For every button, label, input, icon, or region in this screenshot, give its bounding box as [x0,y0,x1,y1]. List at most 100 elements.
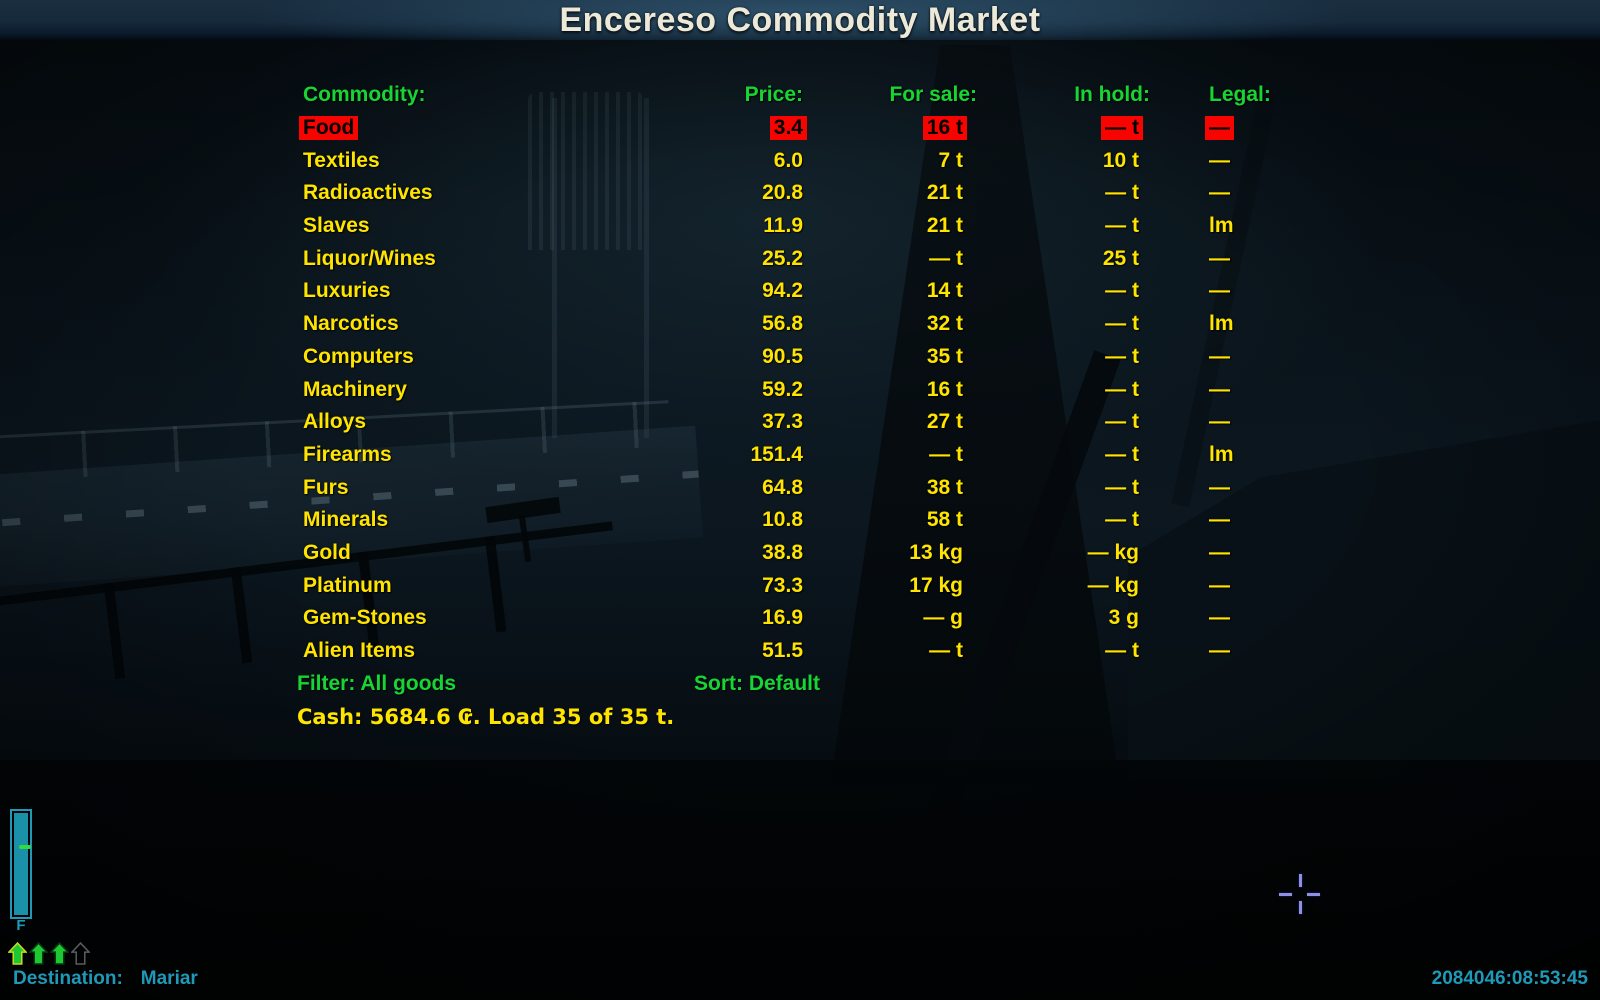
market-cell-price: 3.4 [769,116,807,141]
market-cell-commodity: Radioactives [303,181,433,205]
market-cell-commodity: Luxuries [303,279,391,303]
market-cell-for-sale: 21 t [926,214,963,238]
market-row-alloys[interactable]: Alloys 37.3 27 t — t — [297,406,1273,439]
market-cell-commodity: Gem-Stones [303,606,427,630]
market-cell-price: 11.9 [763,214,803,238]
market-row-furs[interactable]: Furs 64.8 38 t — t — [297,471,1273,504]
market-row-slaves[interactable]: Slaves 11.9 21 t — t lm [297,210,1273,243]
market-cell-in-hold: 3 g [1108,606,1139,630]
market-cell-in-hold: — t [1105,181,1139,205]
market-cell-legal: — [1209,377,1230,401]
market-row-luxuries[interactable]: Luxuries 94.2 14 t — t — [297,275,1273,308]
sort-control[interactable]: Sort: Default [694,668,820,701]
market-cell-in-hold: — t [1105,214,1139,238]
market-cell-commodity: Alloys [303,410,367,434]
market-cell-for-sale: 58 t [926,508,963,532]
market-cell-legal: — [1209,540,1230,564]
market-cell-in-hold: 25 t [1102,246,1139,270]
up-arrow-filled-icon [50,942,69,965]
market-row-food[interactable]: Food 3.4 16 t — t — [297,112,1273,145]
market-cell-for-sale: 32 t [926,312,963,336]
market-cell-legal: — [1209,508,1230,532]
market-row-minerals[interactable]: Minerals 10.8 58 t — t — [297,504,1273,537]
market-cell-legal: — [1209,573,1230,597]
market-row-liquor-wines[interactable]: Liquor/Wines 25.2 — t 25 t — [297,242,1273,275]
column-header-price: Price: [744,83,803,107]
title-bar: Encereso Commodity Market [0,0,1600,40]
market-cell-price: 20.8 [762,181,803,205]
market-row-firearms[interactable]: Firearms 151.4 — t — t lm [297,439,1273,472]
market-row-gem-stones[interactable]: Gem-Stones 16.9 — g 3 g — [297,602,1273,635]
market-cell-in-hold: — kg [1087,573,1139,597]
market-cell-price: 10.8 [762,508,803,532]
market-cell-price: 51.5 [762,639,803,663]
market-row-platinum[interactable]: Platinum 73.3 17 kg — kg — [297,569,1273,602]
market-header-row: Commodity: Price: For sale: In hold: Leg… [297,79,1273,112]
market-cell-price: 56.8 [762,312,803,336]
market-cell-commodity: Computers [303,344,414,368]
market-cell-commodity: Liquor/Wines [303,246,436,270]
market-cell-legal: lm [1209,312,1234,336]
market-cell-in-hold: — t [1105,639,1139,663]
arrow-indicators [8,942,90,965]
market-cell-legal: lm [1209,214,1234,238]
market-row-textiles[interactable]: Textiles 6.0 7 t 10 t — [297,144,1273,177]
market-cell-for-sale: — t [929,246,963,270]
market-row-narcotics[interactable]: Narcotics 56.8 32 t — t lm [297,308,1273,341]
market-cell-price: 6.0 [773,148,803,172]
market-rows: Food 3.4 16 t — t — Textiles 6.0 7 t 10 t — Radioa… [297,112,1273,668]
market-row-gold[interactable]: Gold 38.8 13 kg — kg — [297,537,1273,570]
market-cell-commodity: Slaves [303,214,370,238]
destination-label: Destination: [13,968,123,989]
market-cell-in-hold: — t [1105,312,1139,336]
market-cell-in-hold: — t [1105,377,1139,401]
market-cell-commodity: Machinery [303,377,407,401]
market-cell-price: 25.2 [762,246,803,270]
market-cell-for-sale: 17 kg [909,573,963,597]
cash-load-text: Cash: 5684.6 ₢. Load 35 of 35 t. [297,704,675,729]
market-cell-legal: — [1209,410,1230,434]
up-arrow-outline-icon [71,942,90,965]
market-cell-in-hold: — t [1105,410,1139,434]
market-cell-in-hold: — t [1101,116,1143,141]
market-cell-commodity: Minerals [303,508,389,532]
market-cell-legal: — [1209,344,1230,368]
market-cell-for-sale: 35 t [926,344,963,368]
market-cell-price: 16.9 [762,606,803,630]
fuel-gauge-fill [14,813,31,915]
fuel-gauge [10,809,32,919]
market-row-alien-items[interactable]: Alien Items 51.5 — t — t — [297,635,1273,668]
up-arrow-filled-icon [29,942,48,965]
market-cell-in-hold: — t [1105,442,1139,466]
market-cell-in-hold: — t [1105,475,1139,499]
column-header-legal: Legal: [1209,83,1271,107]
fuel-gauge-label: F [16,917,26,934]
market-cell-legal: — [1209,148,1230,172]
column-header-in-hold: In hold: [1074,83,1150,107]
market-cell-price: 38.8 [762,540,803,564]
market-cell-commodity: Narcotics [303,312,399,336]
market-cell-commodity: Gold [303,540,351,564]
market-cell-legal: — [1209,246,1230,270]
destination-value: Mariar [140,968,198,989]
market-cell-legal: — [1205,116,1234,141]
market-cell-price: 59.2 [762,377,803,401]
column-header-for-sale: For sale: [889,83,977,107]
market-cell-in-hold: — t [1105,508,1139,532]
market-cell-price: 37.3 [762,410,803,434]
up-arrow-filled-selected-icon [8,942,27,965]
page-title: Encereso Commodity Market [559,0,1041,39]
market-row-machinery[interactable]: Machinery 59.2 16 t — t — [297,373,1273,406]
market-row-radioactives[interactable]: Radioactives 20.8 21 t — t — [297,177,1273,210]
market-cell-for-sale: — t [929,442,963,466]
filter-label: Filter: All goods [297,671,457,695]
market-cell-for-sale: 14 t [926,279,963,303]
market-cell-in-hold: — t [1105,279,1139,303]
filter-control[interactable]: Filter: All goods [297,668,456,701]
market-cell-for-sale: 16 t [926,377,963,401]
market-row-computers[interactable]: Computers 90.5 35 t — t — [297,341,1273,374]
market-cell-for-sale: 13 kg [909,540,963,564]
market-cell-for-sale: 7 t [938,148,963,172]
market-cell-commodity: Textiles [303,148,380,172]
